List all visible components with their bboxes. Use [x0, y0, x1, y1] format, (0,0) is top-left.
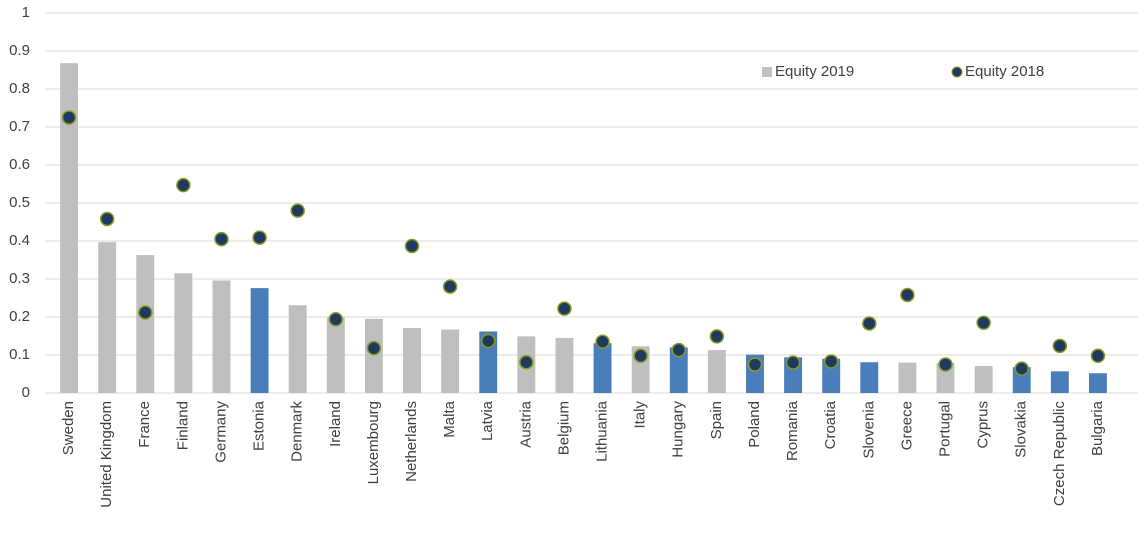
- dot: [1014, 361, 1029, 376]
- dot: [747, 357, 763, 372]
- bar: [669, 347, 688, 393]
- x-tick-label: France: [136, 401, 153, 448]
- x-tick-label: Croatia: [822, 400, 839, 449]
- bar: [898, 362, 917, 393]
- dot: [671, 342, 687, 358]
- y-tick-label: 0.1: [9, 346, 30, 363]
- dot: [519, 354, 534, 370]
- dot: [442, 279, 458, 294]
- legend-label: Equity 2019: [775, 63, 854, 80]
- x-tick-label: Poland: [746, 401, 763, 448]
- bar: [98, 242, 117, 393]
- bar: [364, 318, 383, 393]
- y-tick-label: 0.7: [9, 118, 30, 135]
- x-tick-label: Hungary: [670, 401, 687, 458]
- x-tick-label: Cyprus: [975, 401, 992, 449]
- legend-swatch: [951, 66, 963, 78]
- dot: [252, 230, 267, 245]
- bar: [936, 362, 955, 393]
- bar: [707, 350, 726, 393]
- bar: [60, 63, 79, 393]
- bar: [136, 255, 155, 393]
- bar: [212, 280, 231, 393]
- bar: [174, 273, 193, 393]
- x-tick-label: Belgium: [555, 401, 572, 455]
- x-tick-label: Ireland: [327, 401, 344, 447]
- dot: [328, 312, 344, 327]
- y-tick-label: 0.3: [9, 270, 30, 287]
- x-tick-label: Italy: [632, 401, 649, 429]
- x-tick-label: Bulgaria: [1089, 400, 1106, 456]
- y-tick-label: 0.5: [9, 194, 30, 211]
- x-tick-label: Netherlands: [403, 401, 420, 482]
- x-tick-label: Denmark: [289, 401, 306, 462]
- legend-label: Equity 2018: [965, 63, 1044, 80]
- dot: [938, 357, 953, 372]
- y-tick-label: 0.4: [9, 232, 30, 249]
- bar: [860, 362, 879, 393]
- x-tick-label: Germany: [212, 401, 229, 463]
- bar: [1050, 371, 1069, 393]
- x-tick-label: Greece: [898, 401, 915, 450]
- x-tick-label: Austria: [517, 400, 534, 447]
- dot: [214, 231, 229, 247]
- bar: [822, 358, 841, 393]
- bar: [555, 337, 574, 393]
- x-tick-label: Slovakia: [1013, 400, 1030, 457]
- dot: [480, 333, 496, 349]
- x-tick-label: Sweden: [60, 401, 77, 455]
- dot: [976, 315, 991, 330]
- x-tick-label: United Kingdom: [98, 401, 115, 508]
- x-tick-label: Finland: [174, 401, 191, 450]
- dot: [823, 354, 839, 369]
- y-tick-label: 0: [22, 384, 30, 401]
- bar: [326, 317, 345, 393]
- x-tick-label: Portugal: [936, 401, 953, 457]
- y-tick-label: 0.6: [9, 156, 30, 173]
- dot: [1090, 348, 1106, 364]
- x-tick-label: Lithuania: [594, 400, 611, 462]
- dot: [404, 238, 420, 254]
- dot: [785, 355, 801, 370]
- bar: [974, 366, 993, 393]
- dot: [290, 203, 305, 218]
- x-tick-label: Spain: [708, 401, 725, 439]
- x-tick-label: Estonia: [251, 400, 268, 451]
- dot: [99, 211, 115, 227]
- x-tick-label: Malta: [441, 400, 458, 437]
- x-tick-label: Czech Republic: [1051, 401, 1068, 507]
- dot: [709, 329, 725, 344]
- x-tick-label: Latvia: [479, 400, 496, 441]
- dot: [138, 305, 153, 320]
- dot: [61, 110, 77, 125]
- dot: [862, 316, 877, 331]
- y-tick-label: 0.8: [9, 80, 30, 97]
- y-tick-label: 1: [22, 4, 30, 21]
- bar: [403, 328, 421, 393]
- y-tick-label: 0.2: [9, 308, 30, 325]
- x-tick-label: Romania: [784, 400, 801, 461]
- dot: [595, 334, 610, 349]
- dot: [176, 177, 191, 193]
- dot: [557, 301, 572, 316]
- dot: [900, 287, 915, 303]
- x-tick-label: Slovenia: [860, 400, 877, 458]
- bar: [479, 331, 498, 393]
- dot: [1052, 338, 1068, 354]
- bar: [1088, 373, 1107, 393]
- legend-swatch: [762, 67, 772, 77]
- y-tick-label: 0.9: [9, 42, 30, 59]
- bar: [593, 343, 612, 393]
- dot: [366, 340, 382, 356]
- dot: [633, 348, 648, 364]
- bar: [288, 305, 307, 393]
- bar: [441, 329, 460, 393]
- x-tick-label: Luxembourg: [365, 401, 382, 484]
- bar: [250, 288, 269, 393]
